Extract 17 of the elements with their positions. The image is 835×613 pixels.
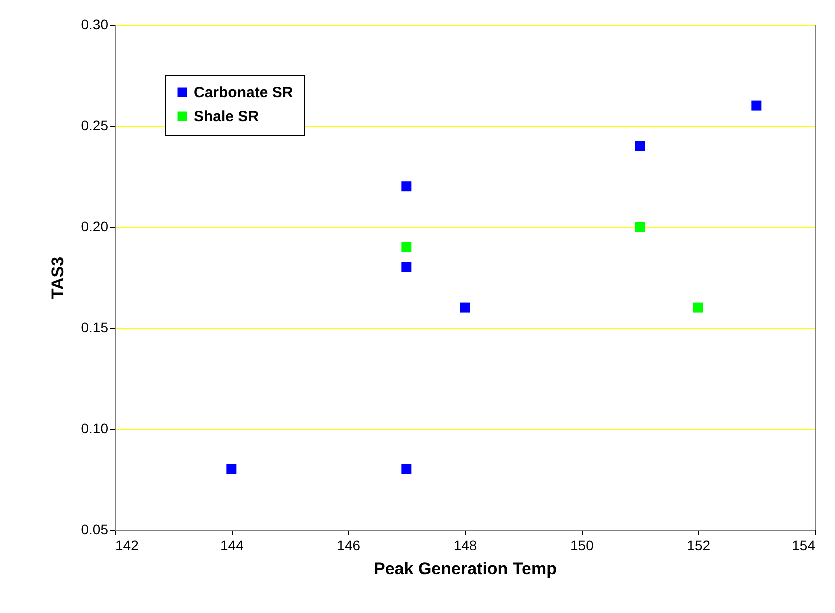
y-axis-title: TAS3 (48, 256, 68, 300)
x-axis-title: Peak Generation Temp (374, 560, 557, 578)
x-tick-label: 150 (570, 538, 594, 554)
y-tick-label: 0.30 (81, 16, 109, 32)
x-tick-label: 142 (116, 538, 140, 554)
legend-label: Shale SR (194, 108, 260, 126)
x-tick-label: 148 (454, 538, 478, 554)
x-tick-label: 144 (220, 538, 244, 554)
y-tick-label: 0.25 (81, 118, 109, 134)
x-tick-label: 146 (337, 538, 361, 554)
x-tick-label: 154 (792, 538, 816, 554)
y-tick-label: 0.20 (81, 218, 109, 234)
y-tick-label: 0.10 (81, 420, 109, 436)
y-tick-label: 0.05 (81, 522, 109, 538)
legend-label: Carbonate SR (194, 84, 294, 102)
x-tick-label: 152 (687, 538, 711, 554)
y-tick-label: 0.15 (81, 320, 109, 336)
